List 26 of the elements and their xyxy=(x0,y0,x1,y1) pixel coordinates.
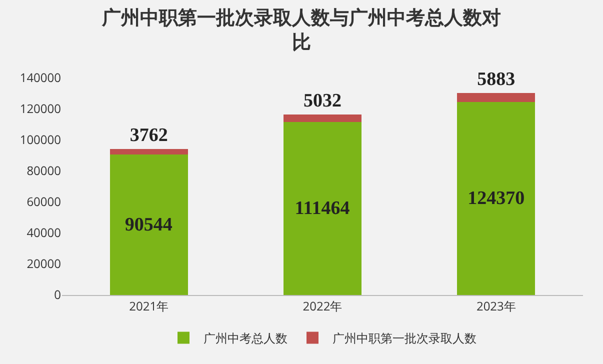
x-tick-label: 2023年 xyxy=(476,297,516,314)
y-tick-label: 80000 xyxy=(26,162,62,180)
data-label: 5883 xyxy=(477,69,516,90)
x-tick-label: 2021年 xyxy=(129,297,169,314)
data-label: 124370 xyxy=(468,188,525,210)
legend-label: 广州中职第一批次录取人数 xyxy=(332,329,476,346)
y-tick-label: 100000 xyxy=(20,131,62,148)
y-tick-label: 20000 xyxy=(26,255,62,272)
y-tick-label: 140000 xyxy=(20,69,62,86)
x-tick-label: 2022年 xyxy=(302,297,342,314)
bar xyxy=(457,93,536,102)
y-tick-label: 40000 xyxy=(26,224,62,242)
bar xyxy=(110,154,188,295)
y-tick-label: 0 xyxy=(54,286,62,304)
data-label: 5032 xyxy=(304,90,342,112)
y-tick-label: 60000 xyxy=(26,193,62,210)
bar xyxy=(283,114,362,122)
data-label: 90544 xyxy=(124,214,173,236)
data-label: 111464 xyxy=(294,198,350,220)
bar xyxy=(457,102,536,295)
legend-label: 广州中考总人数 xyxy=(204,329,288,346)
bar xyxy=(283,122,362,295)
data-label: 3762 xyxy=(130,124,168,146)
chart-title: 广州中职第一批次录取人数与广州中考总人数对比 xyxy=(101,6,501,54)
y-tick-label: 120000 xyxy=(20,100,62,118)
bar xyxy=(110,148,188,155)
